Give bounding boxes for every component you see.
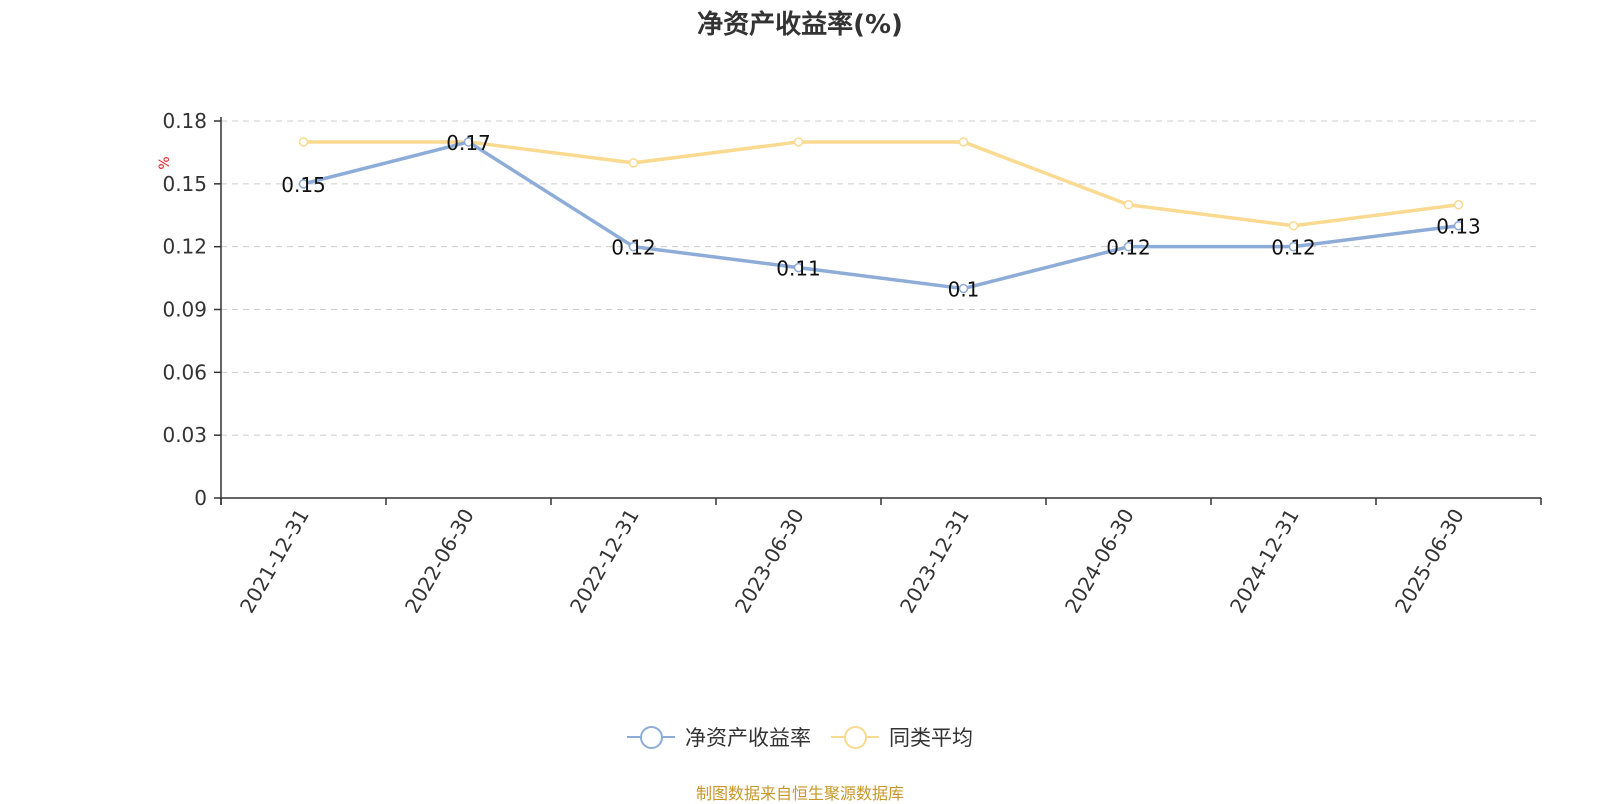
data-label: 0.12 bbox=[611, 236, 656, 260]
legend: 净资产收益率 同类平均 bbox=[0, 722, 1600, 752]
series-point-1 bbox=[298, 137, 309, 147]
x-tick-label: 2022-06-30 bbox=[400, 505, 479, 618]
series-point-1 bbox=[1288, 220, 1299, 231]
series-point-0 bbox=[1453, 220, 1464, 231]
series-lines bbox=[298, 137, 1464, 294]
legend-swatch-roe-icon bbox=[627, 725, 675, 749]
data-label: 0.12 bbox=[1271, 236, 1316, 260]
legend-label-peer-average: 同类平均 bbox=[889, 726, 973, 750]
data-label: 0.1 bbox=[948, 278, 980, 302]
series-point-1 bbox=[628, 158, 639, 168]
y-tick-label: 0.03 bbox=[162, 423, 207, 447]
y-tick-label: 0 bbox=[194, 486, 207, 510]
data-label: 0.15 bbox=[281, 173, 326, 197]
series-point-0 bbox=[1123, 241, 1134, 252]
legend-swatch-peer-average-icon bbox=[831, 725, 879, 749]
legend-item-roe[interactable]: 净资产收益率 bbox=[627, 722, 811, 752]
x-tick-label: 2023-06-30 bbox=[730, 505, 809, 618]
grid-lines bbox=[221, 120, 1541, 436]
data-label: 0.11 bbox=[776, 257, 821, 281]
x-tick-label: 2024-12-31 bbox=[1225, 505, 1304, 618]
y-tick-label: 0.18 bbox=[162, 109, 207, 133]
data-label: 0.12 bbox=[1106, 236, 1151, 260]
series-point-1 bbox=[958, 137, 969, 147]
series-line-1 bbox=[303, 140, 1459, 228]
x-tick-label: 2022-12-31 bbox=[565, 505, 644, 618]
data-label: 0.17 bbox=[446, 131, 491, 155]
series-point-1 bbox=[793, 137, 804, 147]
y-tick-label: 0.15 bbox=[162, 172, 207, 196]
y-tick-label: 0.09 bbox=[162, 298, 207, 322]
x-tick-label: 2024-06-30 bbox=[1060, 505, 1139, 618]
series-point-0 bbox=[793, 262, 804, 273]
x-tick-label: 2023-12-31 bbox=[895, 505, 974, 618]
data-labels: 0.15 0.17 0.12 0.11 0.1 0.12 0.12 0.13 bbox=[281, 131, 1481, 302]
data-label: 0.13 bbox=[1436, 215, 1481, 239]
legend-item-peer-average[interactable]: 同类平均 bbox=[831, 722, 973, 752]
axes: 0 0.03 0.06 0.09 0.12 0.15 0.18% 2021-12-31 2022… bbox=[157, 109, 1542, 618]
line-chart: 0 0.03 0.06 0.09 0.12 0.15 0.18% 2021-12-31 2022… bbox=[157, 109, 1542, 618]
chart-title: 净资产收益率(%) bbox=[697, 10, 903, 40]
legend-label-roe: 净资产收益率 bbox=[685, 726, 811, 750]
series-point-0 bbox=[628, 241, 639, 252]
series-point-1 bbox=[1123, 200, 1134, 210]
series-point-0 bbox=[298, 179, 309, 189]
series-point-0 bbox=[463, 137, 474, 147]
x-tick-label: 2025-06-30 bbox=[1390, 505, 1469, 618]
series-point-0 bbox=[958, 283, 969, 294]
y-tick-label: 0.06 bbox=[162, 360, 207, 384]
y-unit-label: % bbox=[157, 156, 173, 169]
source-note: 制图数据来自恒生聚源数据库 bbox=[695, 784, 904, 803]
x-tick-label: 2021-12-31 bbox=[235, 505, 314, 618]
series-point-1 bbox=[1453, 200, 1464, 210]
y-tick-label: 0.12 bbox=[162, 235, 207, 259]
series-line-0 bbox=[303, 140, 1459, 291]
series-point-0 bbox=[1288, 241, 1299, 252]
